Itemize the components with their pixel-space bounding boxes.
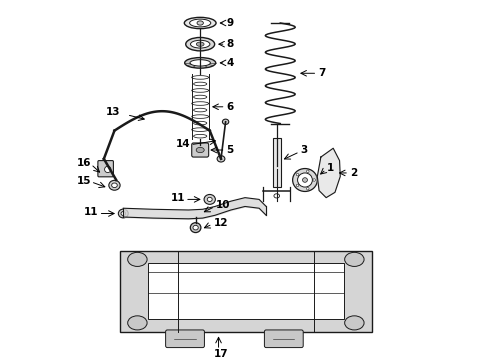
Ellipse shape: [197, 21, 203, 25]
Ellipse shape: [121, 212, 125, 215]
Ellipse shape: [274, 194, 280, 198]
Text: 16: 16: [76, 158, 91, 168]
Text: 10: 10: [216, 200, 231, 210]
Ellipse shape: [296, 174, 299, 176]
Text: 8: 8: [227, 39, 234, 49]
Text: 1: 1: [327, 163, 335, 173]
Text: 3: 3: [301, 145, 308, 155]
Ellipse shape: [196, 42, 204, 46]
Text: 9: 9: [227, 18, 234, 28]
Text: 11: 11: [84, 207, 98, 217]
Ellipse shape: [293, 168, 318, 192]
Text: 4: 4: [227, 58, 234, 68]
Text: 17: 17: [214, 349, 229, 359]
Ellipse shape: [190, 223, 201, 233]
Text: 7: 7: [318, 68, 326, 78]
FancyBboxPatch shape: [98, 161, 113, 177]
Ellipse shape: [344, 316, 364, 330]
Ellipse shape: [207, 197, 212, 202]
Ellipse shape: [191, 40, 210, 48]
Ellipse shape: [190, 60, 210, 66]
Ellipse shape: [222, 119, 229, 125]
Ellipse shape: [297, 173, 313, 187]
Ellipse shape: [313, 179, 316, 181]
Ellipse shape: [109, 180, 120, 190]
FancyBboxPatch shape: [166, 330, 204, 347]
Ellipse shape: [193, 225, 198, 230]
Ellipse shape: [186, 37, 215, 51]
Ellipse shape: [307, 188, 309, 190]
Ellipse shape: [128, 316, 147, 330]
Text: 14: 14: [176, 139, 191, 149]
FancyBboxPatch shape: [192, 143, 209, 157]
Ellipse shape: [196, 147, 204, 153]
Ellipse shape: [112, 183, 117, 188]
Ellipse shape: [204, 194, 216, 204]
FancyBboxPatch shape: [265, 330, 303, 347]
Ellipse shape: [302, 178, 307, 182]
Bar: [120, 251, 372, 332]
Ellipse shape: [296, 184, 299, 186]
Polygon shape: [318, 148, 340, 198]
Ellipse shape: [190, 19, 211, 27]
Text: 2: 2: [350, 168, 357, 178]
Ellipse shape: [344, 252, 364, 266]
Text: 13: 13: [106, 107, 120, 117]
Text: 12: 12: [214, 218, 228, 228]
Bar: [273, 138, 281, 187]
Ellipse shape: [307, 170, 309, 172]
Ellipse shape: [104, 166, 111, 172]
Ellipse shape: [217, 156, 225, 162]
Ellipse shape: [128, 252, 147, 266]
Text: 15: 15: [76, 176, 91, 186]
Ellipse shape: [184, 17, 216, 29]
Text: 6: 6: [227, 102, 234, 112]
Bar: [148, 263, 344, 319]
Ellipse shape: [185, 58, 216, 68]
Ellipse shape: [119, 209, 128, 218]
Text: 11: 11: [171, 193, 185, 203]
Text: 5: 5: [227, 145, 234, 155]
